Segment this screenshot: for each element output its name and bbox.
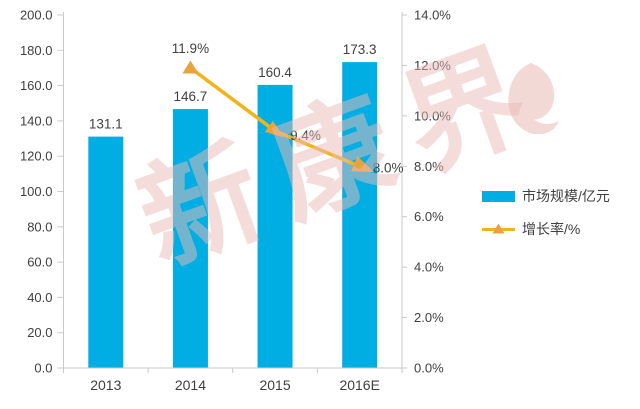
- left-axis-tick-label: 180.0: [20, 43, 53, 58]
- right-axis-tick-label: 12.0%: [414, 58, 451, 73]
- category-label: 2016E: [339, 377, 379, 393]
- legend-item-growth-rate: 增长率/%: [482, 219, 610, 239]
- bar-series-swatch-icon: [482, 190, 515, 202]
- left-axis-tick-label: 140.0: [20, 113, 53, 128]
- right-axis-tick-label: 8.0%: [414, 159, 444, 174]
- left-axis-tick-label: 0.0: [34, 361, 52, 376]
- arrowhead-marker: [264, 120, 284, 138]
- right-axis-tick-label: 0.0%: [414, 361, 444, 376]
- right-axis-tick-label: 2.0%: [414, 310, 444, 325]
- left-axis-tick-label: 20.0: [27, 325, 52, 340]
- right-axis-tick-label: 6.0%: [414, 209, 444, 224]
- left-axis-tick-label: 120.0: [20, 149, 53, 164]
- bar: [342, 62, 378, 369]
- category-label: 2014: [175, 377, 206, 393]
- left-axis-tick-label: 60.0: [27, 255, 52, 270]
- left-axis-tick-label: 80.0: [27, 219, 52, 234]
- category-label: 2015: [259, 377, 290, 393]
- legend-label-growth-rate: 增长率/%: [522, 221, 581, 237]
- bar-value-label: 173.3: [343, 42, 377, 57]
- bar-value-label: 131.1: [89, 117, 123, 132]
- left-axis-tick-label: 160.0: [20, 78, 53, 93]
- bar-value-label: 146.7: [174, 89, 208, 104]
- line-value-label: 8.0%: [373, 160, 404, 175]
- right-axis-tick-label: 14.0%: [414, 8, 451, 23]
- right-axis-tick-label: 10.0%: [414, 108, 451, 123]
- triangle-marker: [182, 60, 199, 74]
- legend-label-market-size: 市场规模/亿元: [522, 188, 610, 204]
- left-axis-tick-label: 100.0: [20, 184, 53, 199]
- legend-item-market-size: 市场规模/亿元: [482, 186, 610, 206]
- bar: [88, 136, 124, 368]
- category-label: 2013: [90, 377, 121, 393]
- legend: 市场规模/亿元 增长率/%: [482, 186, 610, 239]
- line-value-label: 11.9%: [172, 41, 209, 56]
- arrowhead-marker: [351, 156, 375, 173]
- line-value-label: 9.4%: [290, 128, 321, 143]
- left-axis-tick-label: 40.0: [27, 290, 52, 305]
- bar-value-label: 160.4: [258, 65, 292, 80]
- line-series-swatch-icon: [482, 223, 515, 233]
- left-axis-tick-label: 200.0: [20, 8, 53, 23]
- bar: [172, 109, 208, 369]
- right-axis-tick-label: 4.0%: [414, 260, 444, 275]
